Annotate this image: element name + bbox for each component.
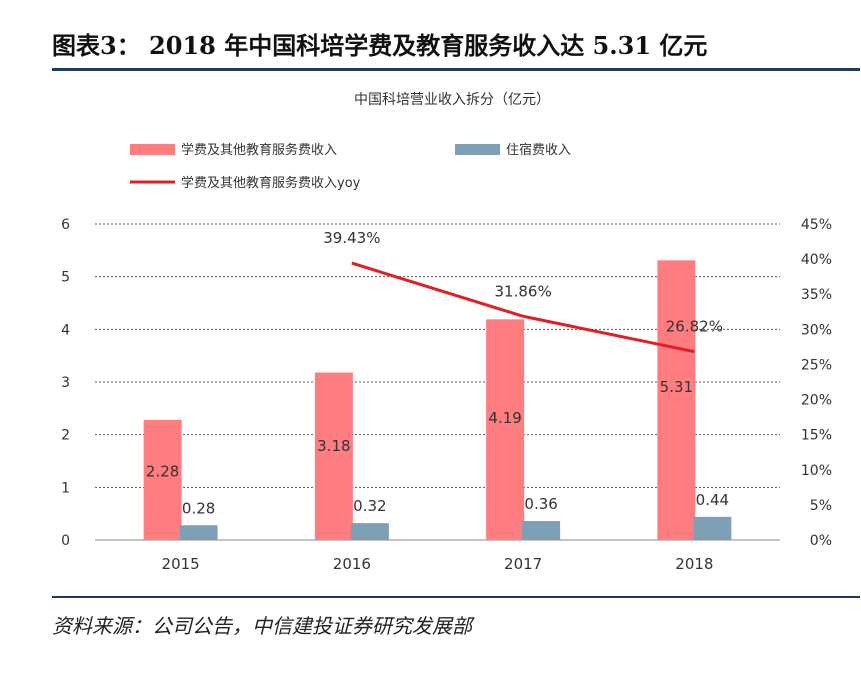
accommodation-bar: [350, 523, 389, 540]
yoy-label: 31.86%: [495, 282, 552, 300]
tuition-bar-label: 5.31: [660, 378, 693, 396]
left-tick-label: 1: [61, 480, 70, 496]
right-tick-label: 35%: [801, 287, 832, 303]
accommodation-bar: [179, 525, 218, 540]
figure-title: 图表3： 2018 年中国科培学费及教育服务收入达 5.31 亿元: [52, 31, 708, 60]
legend-label-yoy: 学费及其他教育服务费收入yoy: [181, 175, 361, 191]
footer-rule: [52, 596, 860, 598]
yoy-line-series: [351, 261, 695, 354]
x-axis: 2015 2016 2017 2018: [162, 555, 714, 573]
tuition-bar-label: 3.18: [317, 437, 350, 455]
accommodation-bar-label: 0.36: [524, 495, 557, 513]
tuition-bar-label: 2.28: [146, 462, 179, 480]
right-tick-label: 0%: [810, 533, 832, 549]
accommodation-bar-label: 0.32: [353, 497, 386, 515]
legend-swatch-tuition: [130, 144, 175, 155]
accommodation-bar-label: 0.44: [696, 491, 729, 509]
right-tick-label: 45%: [801, 217, 832, 233]
source-note: 资料来源：公司公告，中信建投证券研究发展部: [52, 614, 472, 638]
right-tick-label: 40%: [801, 252, 832, 268]
right-tick-label: 25%: [801, 357, 832, 373]
right-tick-label: 10%: [801, 463, 832, 479]
tuition-bar: [657, 260, 696, 540]
left-axis: 0 1 2 3 4 5 6: [61, 217, 70, 549]
left-tick-label: 6: [61, 217, 70, 233]
header-rule: [52, 68, 860, 71]
tuition-bar: [314, 372, 353, 540]
tuition-bar: [486, 319, 525, 540]
figure-header: 图表3： 2018 年中国科培学费及教育服务收入达 5.31 亿元: [52, 20, 842, 70]
chart-title: 中国科培营业收入拆分（亿元）: [354, 92, 550, 108]
left-tick-label: 5: [61, 270, 70, 286]
bars: [143, 260, 732, 540]
legend-swatch-accommodation: [455, 144, 500, 155]
left-tick-label: 3: [61, 375, 70, 391]
accommodation-bar: [522, 521, 561, 540]
yoy-label: 26.82%: [666, 318, 723, 336]
accommodation-bar: [693, 516, 732, 540]
right-tick-label: 30%: [801, 322, 832, 338]
tuition-bar-label: 4.19: [488, 409, 521, 427]
x-tick-label: 2018: [675, 555, 713, 573]
left-tick-label: 0: [61, 533, 70, 549]
accommodation-bar-label: 0.28: [182, 499, 215, 517]
right-tick-label: 15%: [801, 428, 832, 444]
x-tick-label: 2017: [504, 555, 542, 573]
right-tick-label: 5%: [810, 498, 832, 514]
right-tick-label: 20%: [801, 393, 832, 409]
legend: 学费及其他教育服务费收入 住宿费收入 学费及其他教育服务费收入yoy: [130, 142, 571, 191]
x-tick-label: 2016: [333, 555, 371, 573]
tuition-bar: [143, 419, 182, 540]
yoy-line: [351, 261, 695, 354]
right-axis: 0% 5% 10% 15% 20% 25% 30% 35% 40% 45%: [801, 217, 832, 549]
left-tick-label: 2: [61, 428, 70, 444]
data-labels: 2.28 3.18 4.19 5.31 0.28 0.32 0.36 0.44 39.43% 31…: [146, 229, 729, 517]
yoy-label: 39.43%: [323, 229, 380, 247]
legend-label-accommodation: 住宿费收入: [506, 142, 571, 158]
left-tick-label: 4: [61, 322, 70, 338]
x-tick-label: 2015: [162, 555, 200, 573]
legend-label-tuition: 学费及其他教育服务费收入: [181, 142, 337, 158]
